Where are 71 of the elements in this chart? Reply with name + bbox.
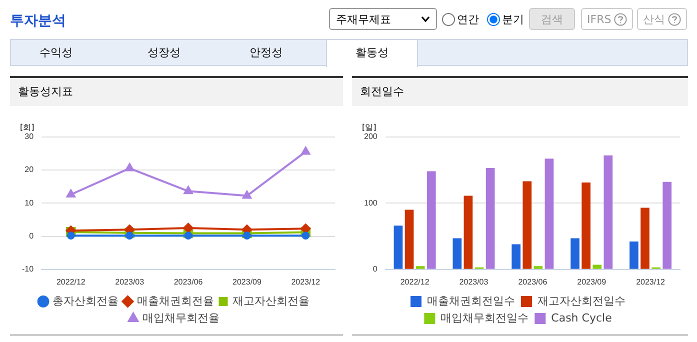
point [66,232,75,240]
bar [464,196,473,269]
legend-label: 재고자산회전율 [232,294,310,308]
text: 성장성 [146,45,182,61]
x-tick-label: 2022/12 [56,277,86,286]
bar [640,208,650,269]
text: 활동성 [326,39,418,67]
text: 수익성 [38,45,74,61]
x-tick-label: 2023/12 [291,277,321,286]
y-axis-title: [일] [362,122,376,133]
bar [486,168,495,269]
point [125,163,134,172]
point [126,232,134,240]
x-tick-label: 2022/12 [400,277,430,286]
x-tick-label: 2023/03 [459,277,489,286]
text: 산식 [643,12,665,26]
x-tick-label: 2023/06 [518,277,548,286]
point [302,232,310,240]
chart-title: 활동성지표 [10,78,343,106]
text: 투자분석 [10,12,66,30]
bar [404,210,414,269]
bar [522,181,532,269]
legend-label: 매출채권회전율 [136,294,214,308]
bar [544,158,554,269]
point [301,146,310,155]
legend-label: 재고자산회전일수 [538,294,626,308]
legend-label: Cash Cycle [551,311,612,324]
bar [630,242,638,269]
bar [604,155,613,269]
y-tick-label: 10 [24,198,34,208]
legend-label: 총자산회전율 [52,294,118,308]
bar [452,238,462,269]
point [183,222,194,233]
point [66,189,76,198]
text: 연간 [457,12,479,26]
y-tick-label: 20 [24,165,34,174]
bar [512,244,521,269]
bar [570,238,580,269]
text: 안정성 [248,45,284,61]
x-tick-label: 2023/06 [174,277,204,286]
text: 분기 [502,12,524,26]
y-tick-label: -10 [22,264,34,274]
y-tick-label: 0 [372,264,378,274]
y-axis-title: [회] [20,122,34,133]
legend-label: 매출채권회전일수 [427,294,515,308]
bar [426,171,436,269]
point [242,190,252,199]
x-tick-label: 2023/09 [232,277,262,286]
point [242,232,251,240]
text: 주재무제표 [336,12,391,26]
point [184,186,193,194]
bar [394,226,403,269]
y-tick-label: 0 [29,231,34,240]
legend-label: 매입채무회전일수 [440,311,529,324]
x-tick-label: 2023/09 [577,277,607,286]
x-tick-label: 2023/03 [115,277,145,286]
bar [662,182,672,269]
legend-label: 매입채무회전율 [142,311,220,324]
y-tick-label: 30 [24,132,34,142]
bar [582,182,590,269]
bar [416,266,425,269]
text: IFRS [587,12,612,26]
bar [592,264,602,269]
text: 검색 [529,8,575,30]
point [300,224,311,234]
point [184,232,192,240]
x-tick-label: 2023/12 [636,277,666,286]
y-tick-label: 200 [364,132,378,142]
chart-title: 회전일수 [352,78,688,106]
bar [534,266,543,269]
y-tick-label: 100 [364,198,378,208]
